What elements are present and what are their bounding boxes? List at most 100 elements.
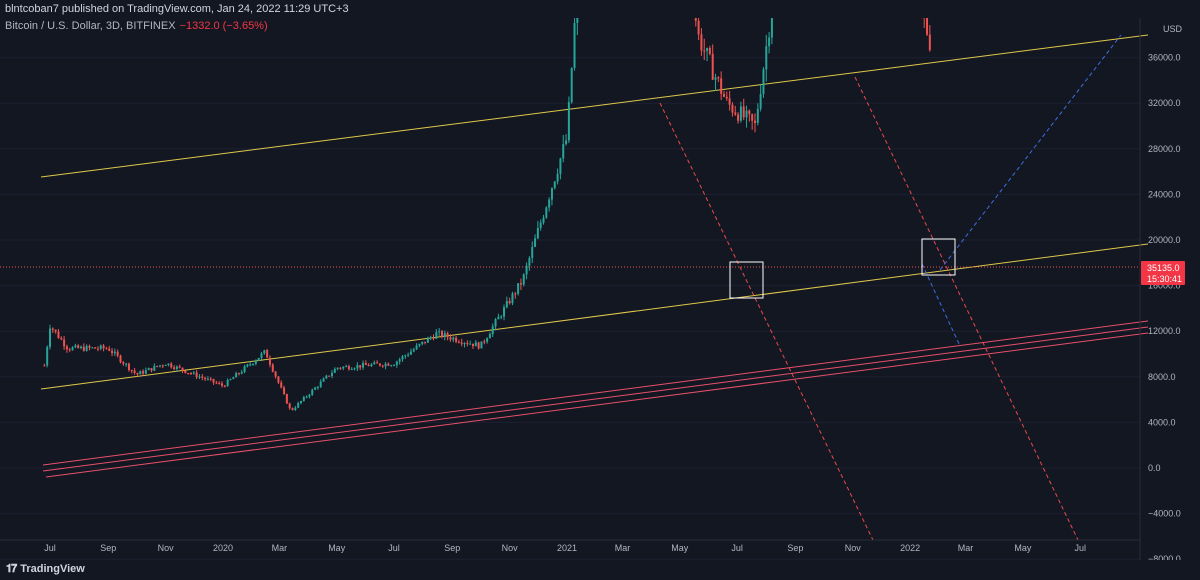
candle-body xyxy=(446,333,449,338)
price-tick-label: 28000.0 xyxy=(1148,144,1181,154)
candle-body xyxy=(161,365,164,367)
projection-red-line-2[interactable] xyxy=(854,76,1079,541)
projection-blue-line-2[interactable] xyxy=(921,263,961,347)
candle-body xyxy=(316,386,319,388)
candle-body xyxy=(751,114,754,121)
candle-body xyxy=(494,319,497,327)
highlight-boxes[interactable] xyxy=(729,238,956,299)
candle-body xyxy=(46,347,49,366)
candle-body xyxy=(928,34,931,51)
candle-body xyxy=(407,354,410,356)
candle-body xyxy=(528,258,531,266)
candle-body xyxy=(424,341,427,343)
candle-body xyxy=(570,68,573,103)
support-line-2[interactable] xyxy=(42,326,1149,472)
candle-body xyxy=(440,331,443,337)
candle-body xyxy=(390,365,393,367)
candle-body xyxy=(308,394,311,397)
projection-blue-line-1[interactable] xyxy=(939,34,1122,271)
candle-body xyxy=(82,346,85,351)
candle-body xyxy=(455,337,458,342)
candle-body xyxy=(531,246,534,259)
candle-body xyxy=(331,372,333,376)
candle-body xyxy=(192,372,195,374)
candle-body xyxy=(198,376,201,378)
candle-body xyxy=(249,364,252,366)
candle-body xyxy=(545,207,548,218)
candle-body xyxy=(466,343,469,345)
time-tick-label: 2022 xyxy=(900,543,920,553)
candle-body xyxy=(460,342,463,344)
tradingview-logo-icon: 𝟏𝟕 xyxy=(6,563,17,575)
time-tick-label: Nov xyxy=(845,543,862,553)
candle-body xyxy=(559,158,562,174)
candle-body xyxy=(85,346,88,351)
candle-body xyxy=(347,366,350,370)
brand-name: TradingView xyxy=(20,563,85,575)
highlight-box-1[interactable] xyxy=(729,261,764,299)
candle-body xyxy=(288,403,291,409)
candle-body xyxy=(452,337,455,340)
candle-body xyxy=(51,328,54,330)
channel-upper-line[interactable] xyxy=(40,34,1149,178)
candle-body xyxy=(474,342,477,347)
highlight-box-2[interactable] xyxy=(921,238,956,276)
candle-body xyxy=(714,77,717,80)
candle-body xyxy=(63,339,66,347)
support-line-1[interactable] xyxy=(42,320,1149,466)
candle-body xyxy=(235,373,238,378)
candle-body xyxy=(356,365,359,369)
candle-body xyxy=(142,371,145,374)
candle-body xyxy=(60,338,63,340)
candle-body xyxy=(54,329,57,332)
candle-body xyxy=(254,360,257,364)
time-tick-label: 2021 xyxy=(557,543,577,553)
candle-body xyxy=(339,367,342,369)
candle-body xyxy=(153,365,156,371)
candle-body xyxy=(421,341,424,344)
candle-body xyxy=(517,283,520,294)
symbol-title[interactable]: Bitcoin / U.S. Dollar, 3D, BITFINEX xyxy=(5,20,176,32)
candle-body xyxy=(229,379,232,381)
candle-body xyxy=(206,378,209,380)
candle-body xyxy=(567,102,570,141)
candle-body xyxy=(336,367,339,369)
current-price-label: 35135.0 15:30:41 xyxy=(1141,261,1185,285)
current-price-badge xyxy=(1141,261,1185,285)
candle-body xyxy=(477,342,480,349)
candle-body xyxy=(133,370,136,373)
candle-body xyxy=(252,363,255,365)
time-tick-label: Jul xyxy=(44,543,56,553)
candle-body xyxy=(765,46,768,70)
candle-body xyxy=(522,274,525,285)
candle-body xyxy=(706,47,709,51)
candle-body xyxy=(43,365,46,367)
price-tick-label: 4000.0 xyxy=(1148,417,1176,427)
time-axis[interactable]: Jul Sep Nov 2020 Mar May Jul Sep Nov 2021 Mar May Ju… xyxy=(44,543,1086,553)
candle-body xyxy=(483,341,486,343)
candle-body xyxy=(49,328,51,348)
candle-body xyxy=(266,350,269,358)
tradingview-logo[interactable]: 𝟏𝟕 TradingView xyxy=(6,563,85,576)
candle-body xyxy=(756,108,759,123)
candle-body xyxy=(302,397,305,401)
symbol-legend[interactable]: Bitcoin / U.S. Dollar, 3D, BITFINEX −1332… xyxy=(5,20,268,32)
candle-body xyxy=(359,365,362,368)
candle-body xyxy=(762,69,765,94)
price-tick-label: 12000.0 xyxy=(1148,326,1181,336)
candle-body xyxy=(435,332,438,339)
time-tick-label: Sep xyxy=(444,543,460,553)
support-line-3[interactable] xyxy=(45,332,1149,478)
candle-body xyxy=(77,345,80,349)
candle-body xyxy=(74,345,77,348)
candle-body xyxy=(376,362,379,364)
channel-lower-line[interactable] xyxy=(40,243,1149,390)
candle-body xyxy=(184,370,187,373)
candle-body xyxy=(314,387,317,390)
time-tick-label: May xyxy=(671,543,689,553)
candle-body xyxy=(280,382,283,388)
trend-lines[interactable] xyxy=(0,34,1149,541)
price-change: −1332.0 (−3.65%) xyxy=(179,20,268,32)
